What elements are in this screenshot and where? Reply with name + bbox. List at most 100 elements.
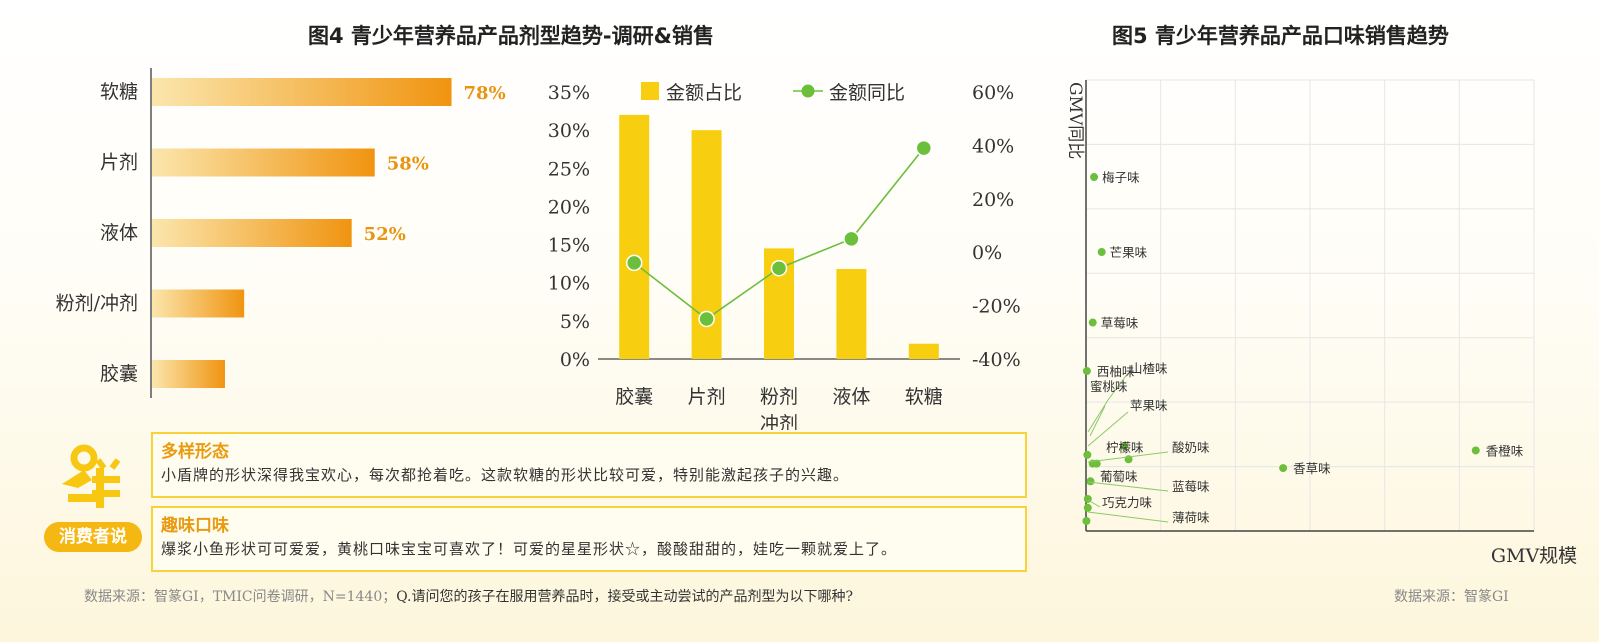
scatter-point-label: 巧克力味 [1102,495,1153,510]
scatter-point [1082,517,1091,525]
scatter-point [1097,247,1106,256]
combo-left-tick: 30% [548,120,590,142]
combo-plot: 35% 30% 25% 20% 15% 10% 5% 0% 60% 40% 20% 0% -20% -40… [548,82,1021,430]
survey-bar [152,78,452,106]
quote-box-1: 多样形态 小盾牌的形状深得我宝欢心，每次都抢着吃。这款软糖的形状比较可爱，特别能… [151,432,1027,498]
combo-line-point [915,139,933,157]
scatter-leader-line [1087,372,1129,433]
footer-source: 数据来源：智篆GI，TMIC问卷调研，N=1440； [84,589,397,605]
scatter-point-label: 香橙味 [1486,443,1524,458]
scatter-point-label: 梅子味 [1102,170,1140,185]
fig5-title: 图5 青少年营养品产品口味销售趋势 [1112,24,1449,48]
combo-right-tick: -20% [972,296,1021,318]
legend-bar-label: 金额占比 [666,82,742,104]
survey-value-label: 52% [364,224,406,245]
quote-head-2: 趣味口味 [161,516,229,536]
combo-line-point [843,230,860,248]
footer-note: 数据来源：智篆GI，TMIC问卷调研，N=1440；Q.请问您的孩子在服用营养品… [84,586,853,606]
combo-bar [619,114,650,359]
fig5-source: 数据来源：智篆GI [1394,589,1509,605]
survey-bar [152,219,352,247]
combo-bar [836,268,867,359]
scatter-point [1090,173,1099,182]
survey-category-label: 片剂 [100,152,138,174]
scatter-point-label: 草莓味 [1101,316,1139,331]
combo-category-label: 片剂 [688,386,726,408]
scatter-leader-line [1089,405,1106,437]
scatter-leader-line [1087,451,1169,463]
combo-left-tick: 0% [560,349,590,371]
scatter-leader-line [1087,481,1169,492]
combo-right-tick: -40% [972,349,1021,371]
combo-right-tick: 20% [972,189,1014,211]
scatter-point-label: 香草味 [1293,461,1331,476]
survey-category-label: 液体 [100,222,138,244]
scatter-leader-line [1087,511,1169,523]
combo-right-tick: 60% [972,82,1014,104]
scatter-point-label: 酸奶味 [1172,440,1210,455]
scatter-point-label: 西柚味 [1097,364,1135,379]
survey-bar [152,289,245,318]
scatter-point [1083,503,1092,512]
combo-category-label: 软糖 [905,386,943,408]
combo-left-tick: 5% [560,311,590,333]
quote-box-2: 趣味口味 爆浆小鱼形状可可爱爱，黄桃口味宝宝可喜欢了！可爱的星星形状☆，酸酸甜甜… [151,506,1027,572]
survey-value-label: 58% [387,154,429,175]
combo-line-point [625,254,643,272]
scatter-point [1083,450,1092,459]
scatter-point-label: 薄荷味 [1172,510,1210,525]
scatter-ylabel: GMV同比 [1065,82,1085,159]
fig4-title: 图4 青少年营养品产品剂型趋势-调研&销售 [308,24,714,48]
combo-line-point [770,259,788,277]
scatter-point-label: 山楂味 [1130,361,1168,376]
consumer-badge: 消费者说 [40,440,144,552]
quote-head-1: 多样形态 [161,442,229,462]
combo-category-label: 胶囊 [615,386,653,408]
survey-category-label: 胶囊 [100,363,138,385]
scatter-point-label: 柠檬味 [1106,440,1144,455]
combo-bar [908,343,939,359]
combo-left-tick: 35% [548,82,590,104]
quote-body-2: 爆浆小鱼形状可可爱爱，黄桃口味宝宝可喜欢了！可爱的星星形状☆，酸酸甜甜的，娃吃一… [161,540,898,558]
scatter-leader-line [1087,499,1101,508]
combo-category-label: 冲剂 [760,413,798,430]
combo-left-tick: 10% [548,273,590,295]
combo-left-tick: 15% [548,235,590,257]
scatter-point-label: 葡萄味 [1100,469,1138,484]
scatter-point [1088,318,1097,327]
footer-question: Q.请问您的孩子在服用营养品时，接受或主动尝试的产品剂型为以下哪种? [396,589,853,605]
legend-bar-swatch [641,82,659,100]
scatter-point-label: 蓝莓味 [1172,479,1210,494]
scatter-point [1086,477,1095,486]
scatter-point-label: 芒果味 [1110,245,1148,260]
scatter-point [1471,446,1480,455]
consumer-badge-label: 消费者说 [44,522,142,552]
survey-category-label: 软糖 [100,81,138,103]
survey-category-label: 粉剂/冲剂 [56,293,138,315]
quote-body-1: 小盾牌的形状深得我宝欢心，每次都抢着吃。这款软糖的形状比较可爱，特别能激起孩子的… [161,466,850,484]
survey-value-label: 78% [464,83,506,104]
scatter-point-label: 蜜桃味 [1090,379,1128,394]
combo-line-point [698,310,715,328]
scatter-point [1279,464,1288,473]
combo-chart: 35% 30% 25% 20% 15% 10% 5% 0% 60% 40% 20% 0% -20% -40… [548,82,1021,430]
survey-bar [152,148,375,177]
scatter-leader-line [1087,411,1129,447]
combo-left-tick: 20% [548,196,590,218]
survey-bar [152,360,225,388]
combo-left-tick: 25% [548,158,590,180]
legend-line-marker [801,84,815,98]
combo-right-tick: 0% [972,242,1002,264]
scatter-point-label: 苹果味 [1130,398,1168,413]
combo-category-label: 粉剂 [760,386,798,408]
scatter-point [1082,367,1091,376]
combo-category-label: 液体 [832,386,870,408]
consumer-logo-icon [62,444,121,508]
combo-right-tick: 40% [972,135,1014,157]
scatter-point [1120,442,1129,451]
legend-line-label: 金额同比 [829,82,905,104]
scatter-xlabel: GMV规模 [1491,545,1577,567]
